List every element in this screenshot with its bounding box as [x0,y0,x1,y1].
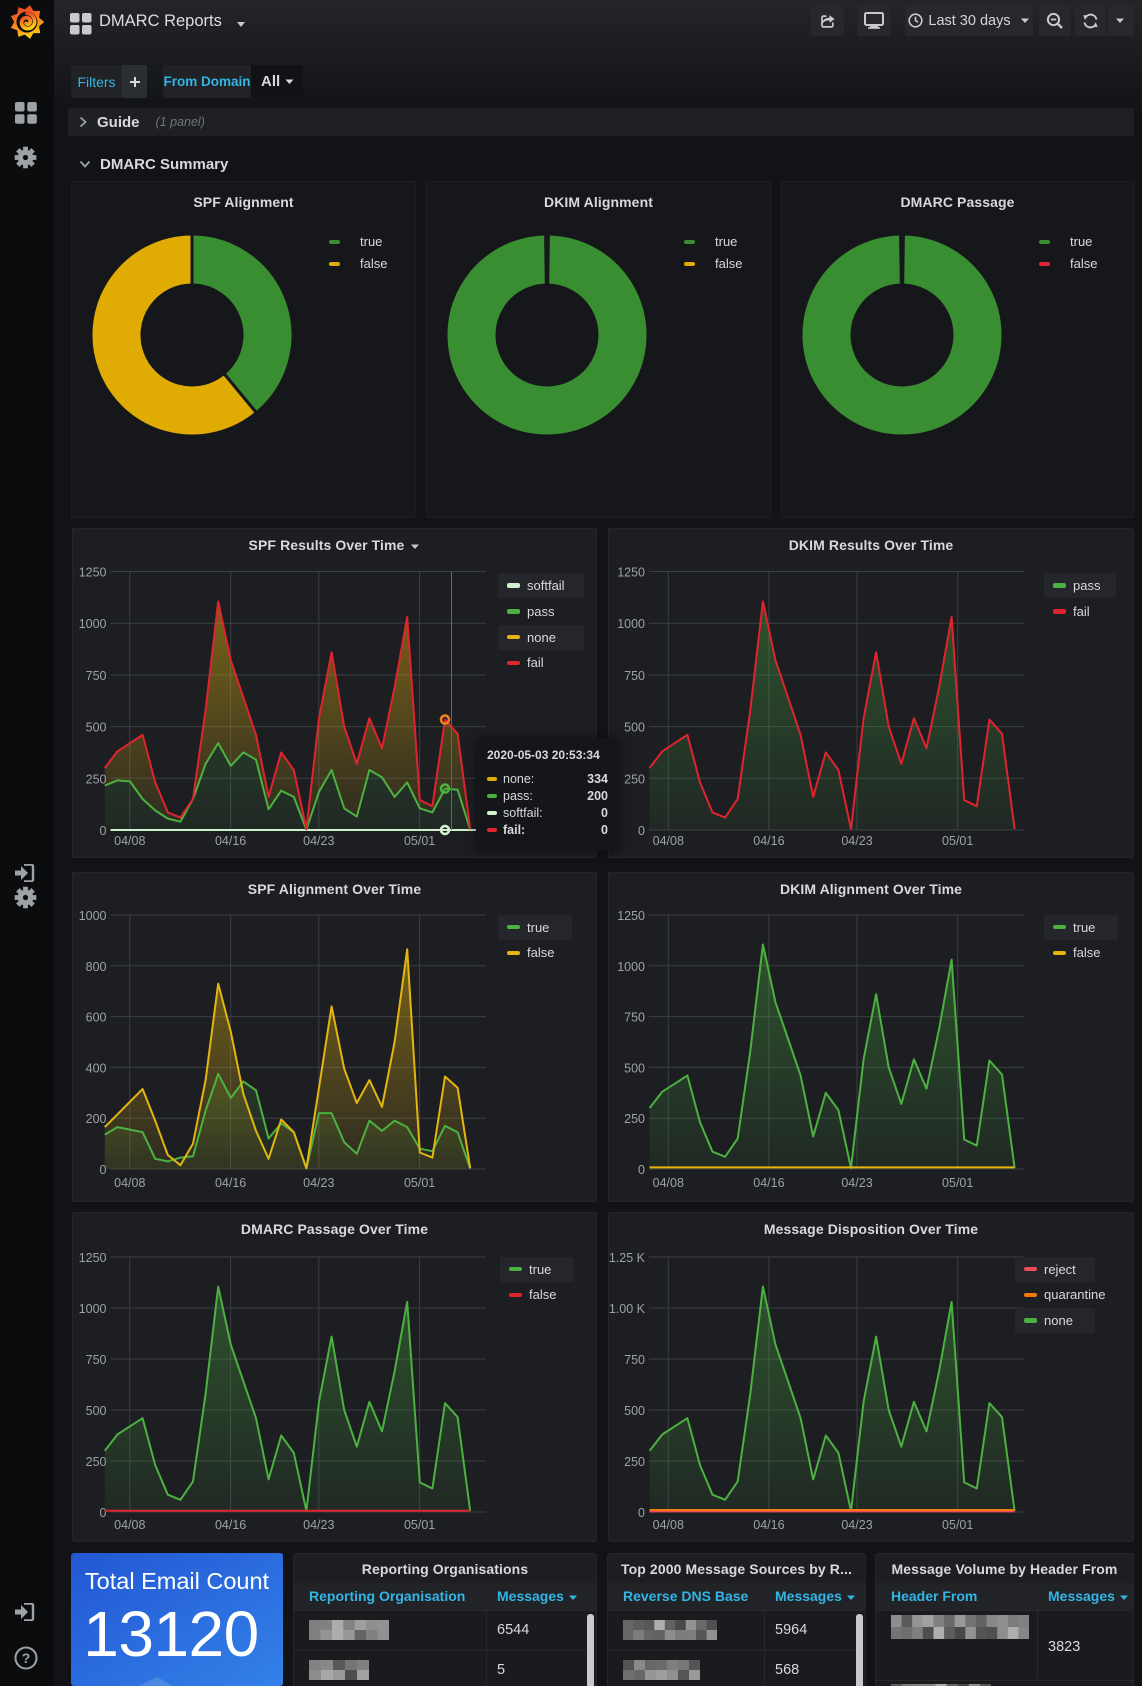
svg-text:750: 750 [86,669,107,683]
svg-text:1000: 1000 [79,617,107,631]
svg-text:500: 500 [86,721,107,735]
svg-text:04/08: 04/08 [114,1518,145,1532]
svg-text:04/16: 04/16 [753,834,784,848]
svg-text:04/23: 04/23 [841,834,872,848]
svg-text:0: 0 [100,1163,107,1177]
svg-text:04/08: 04/08 [653,1518,684,1532]
svg-text:500: 500 [624,721,645,735]
svg-text:04/08: 04/08 [114,834,145,848]
svg-text:?: ? [22,1650,31,1666]
svg-text:500: 500 [86,1404,107,1418]
svg-text:250: 250 [624,772,645,786]
svg-text:05/01: 05/01 [404,1518,435,1532]
svg-text:1000: 1000 [79,909,107,923]
svg-text:04/16: 04/16 [215,834,246,848]
svg-text:05/01: 05/01 [942,1518,973,1532]
svg-text:05/01: 05/01 [404,834,435,848]
svg-text:1250: 1250 [617,909,645,923]
svg-text:04/08: 04/08 [653,834,684,848]
svg-text:0: 0 [100,824,107,838]
svg-text:0: 0 [638,1163,645,1177]
svg-text:04/23: 04/23 [841,1518,872,1532]
svg-text:04/16: 04/16 [753,1518,784,1532]
svg-text:05/01: 05/01 [404,1176,435,1190]
svg-text:750: 750 [624,669,645,683]
svg-text:0: 0 [638,824,645,838]
svg-text:04/23: 04/23 [303,1176,334,1190]
svg-text:200: 200 [86,1112,107,1126]
svg-text:1000: 1000 [617,617,645,631]
svg-text:04/16: 04/16 [215,1176,246,1190]
svg-text:1250: 1250 [79,1251,107,1265]
svg-text:1000: 1000 [617,960,645,974]
svg-text:05/01: 05/01 [942,1176,973,1190]
svg-text:800: 800 [86,960,107,974]
svg-text:04/08: 04/08 [653,1176,684,1190]
svg-text:1000: 1000 [79,1302,107,1316]
svg-text:1.00 K: 1.00 K [609,1302,646,1316]
svg-text:750: 750 [624,1353,645,1367]
svg-text:0: 0 [638,1506,645,1520]
svg-text:250: 250 [86,1455,107,1469]
svg-text:750: 750 [86,1353,107,1367]
svg-text:250: 250 [624,1112,645,1126]
svg-text:500: 500 [624,1061,645,1075]
svg-text:04/08: 04/08 [114,1176,145,1190]
svg-text:04/23: 04/23 [303,834,334,848]
svg-text:05/01: 05/01 [942,834,973,848]
svg-text:750: 750 [624,1011,645,1025]
svg-text:04/16: 04/16 [215,1518,246,1532]
svg-text:04/23: 04/23 [841,1176,872,1190]
svg-text:250: 250 [624,1455,645,1469]
svg-text:500: 500 [624,1404,645,1418]
svg-text:04/16: 04/16 [753,1176,784,1190]
svg-text:600: 600 [86,1011,107,1025]
svg-text:1.25 K: 1.25 K [609,1251,646,1265]
svg-text:1250: 1250 [617,566,645,580]
svg-text:250: 250 [86,772,107,786]
svg-text:1250: 1250 [79,566,107,580]
svg-text:400: 400 [86,1061,107,1075]
svg-text:04/23: 04/23 [303,1518,334,1532]
svg-text:0: 0 [100,1506,107,1520]
